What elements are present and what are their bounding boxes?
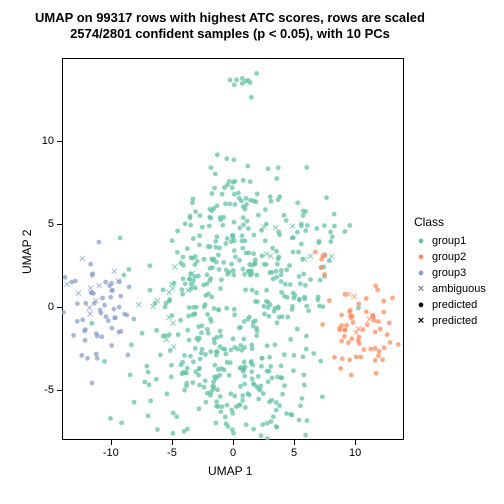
legend-label: group1	[428, 233, 466, 249]
y-tick-label: 10	[32, 135, 54, 147]
legend-item: ●group1	[414, 233, 486, 249]
x-tick-label: -10	[103, 447, 119, 459]
legend-swatch: ●	[414, 233, 428, 249]
y-tick-label: 5	[32, 218, 54, 230]
y-tick	[57, 141, 62, 142]
legend-swatch: ×	[414, 313, 428, 329]
x-tick	[172, 440, 173, 445]
x-tick-label: -5	[167, 447, 177, 459]
y-tick-label: 0	[32, 301, 54, 313]
legend-swatch: ×	[414, 281, 428, 297]
legend-item: ×ambiguous	[414, 281, 486, 297]
x-tick	[111, 440, 112, 445]
legend-item: ●group2	[414, 249, 486, 265]
y-tick	[57, 224, 62, 225]
legend-item: ×predicted	[414, 313, 486, 329]
legend-label: group2	[428, 249, 466, 265]
title-line2: 2574/2801 confident samples (p < 0.05), …	[0, 26, 460, 42]
y-tick	[57, 307, 62, 308]
x-tick-label: 0	[230, 447, 236, 459]
x-tick	[233, 440, 234, 445]
legend: Class ●group1●group2●group3×ambiguous●pr…	[414, 215, 486, 329]
legend-label: predicted	[428, 313, 477, 329]
x-axis-label: UMAP 1	[208, 464, 252, 478]
legend-label: predicted	[428, 297, 477, 313]
y-axis-label: UMAP 2	[20, 230, 34, 274]
x-tick	[355, 440, 356, 445]
legend-title: Class	[414, 215, 486, 229]
x-tick-label: 10	[349, 447, 361, 459]
scatter-plot	[62, 58, 404, 440]
y-tick	[57, 390, 62, 391]
legend-swatch: ●	[414, 297, 428, 313]
legend-swatch: ●	[414, 249, 428, 265]
legend-swatch: ●	[414, 265, 428, 281]
title-line1: UMAP on 99317 rows with highest ATC scor…	[0, 10, 460, 26]
legend-label: ambiguous	[428, 281, 486, 297]
x-tick	[294, 440, 295, 445]
legend-label: group3	[428, 265, 466, 281]
x-tick-label: 5	[291, 447, 297, 459]
legend-item: ●group3	[414, 265, 486, 281]
legend-item: ●predicted	[414, 297, 486, 313]
y-tick-label: -5	[32, 384, 54, 396]
chart-title: UMAP on 99317 rows with highest ATC scor…	[0, 10, 460, 43]
